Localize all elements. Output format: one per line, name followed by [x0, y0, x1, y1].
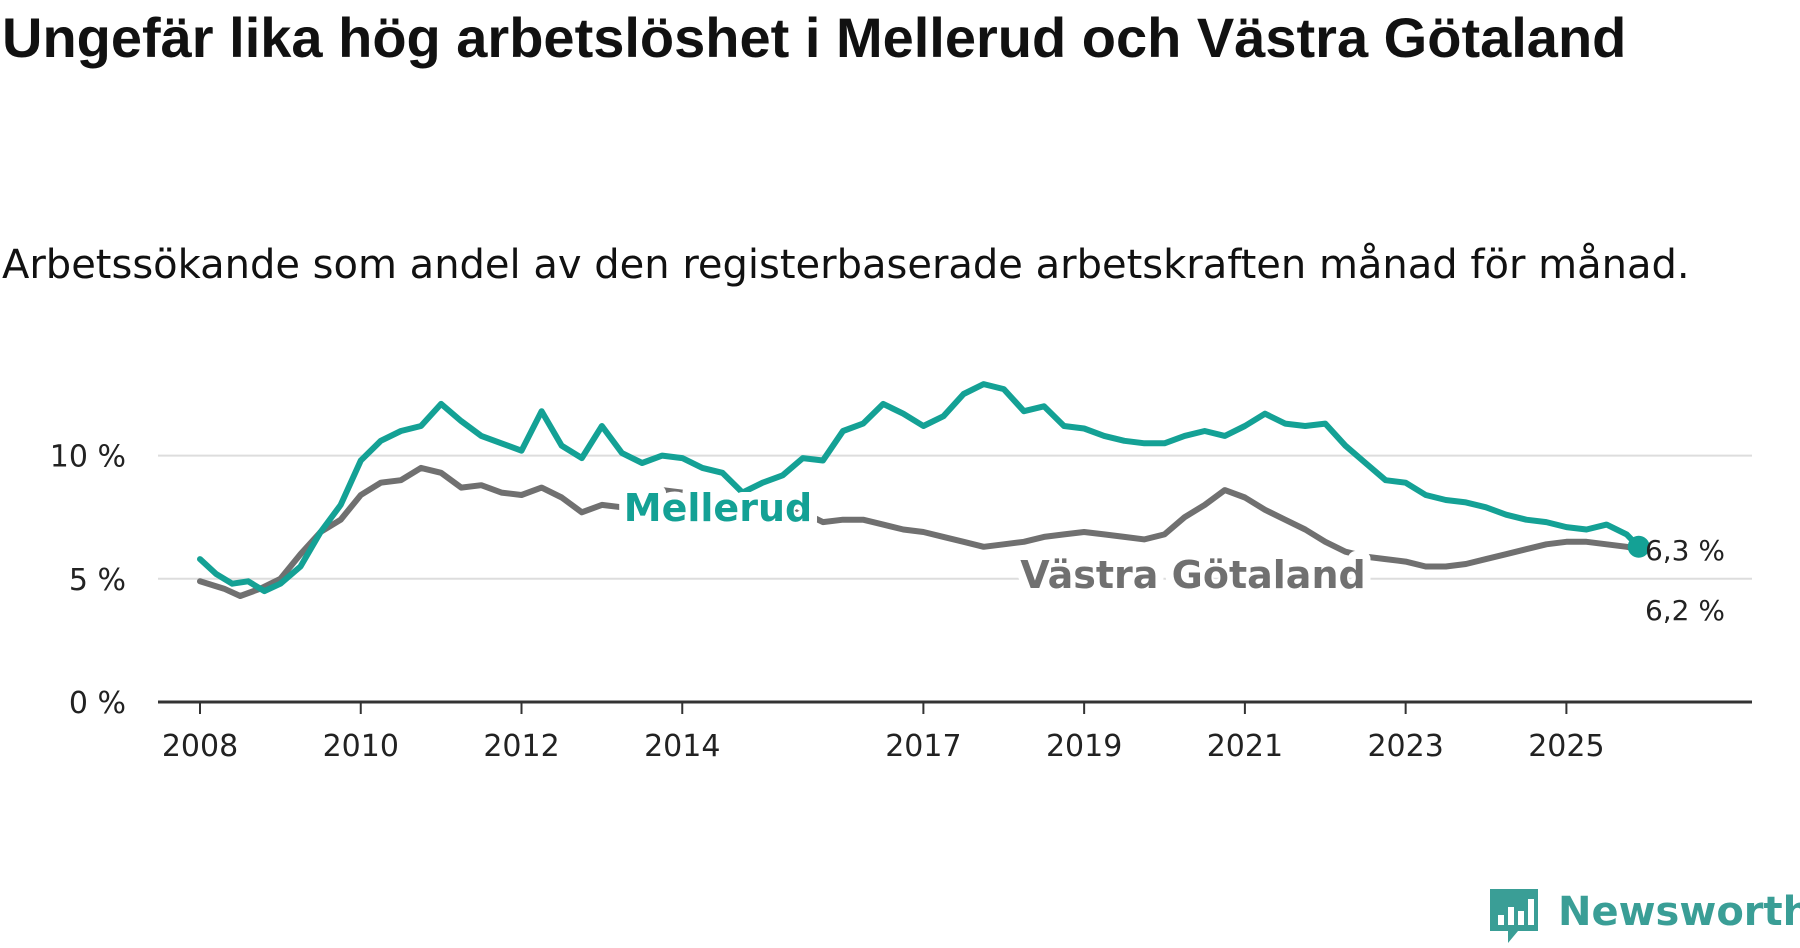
y-tick-label: 0 % [69, 686, 126, 721]
x-tick-label: 2012 [483, 729, 559, 764]
series-label-halo: Västra Götaland [1020, 553, 1365, 597]
y-tick-label: 10 % [50, 440, 126, 475]
series-line-mellerud [197, 381, 1642, 595]
series-label-halo: Mellerud [624, 486, 812, 530]
chart-title: Ungefär lika hög arbetslöshet i Mellerud… [2, 6, 1627, 69]
mellerud-end-value: 6,3 % [1645, 534, 1725, 567]
newsworthy-bars-icon [1490, 889, 1538, 943]
series-label-mellerud: Mellerud [624, 486, 812, 530]
x-tick-label: 2025 [1528, 729, 1604, 764]
brand-name: Newsworthy [1558, 889, 1800, 935]
y-tick-label: 5 % [69, 563, 126, 598]
x-tick-label: 2010 [323, 729, 399, 764]
axes: 0 % 5 % 10 % 2008 2010 2012 2014 2017 2019 2021 20… [50, 440, 1752, 764]
grid-lines [158, 454, 1752, 580]
vastra-gotaland-end-value: 6,2 % [1645, 594, 1725, 627]
x-tick-label: 2023 [1367, 729, 1443, 764]
x-tick-label: 2014 [644, 729, 720, 764]
series-lines [197, 381, 1650, 599]
chart-subtitle: Arbetssökande som andel av den registerb… [2, 242, 1690, 288]
series-label-vastra-gotaland: Västra Götaland [1020, 553, 1365, 597]
series-line-västra-götaland [197, 464, 1642, 599]
x-tick-label: 2008 [162, 729, 238, 764]
newsworthy-logo[interactable]: Newsworthy [1488, 885, 1800, 947]
x-tick-label: 2021 [1207, 729, 1283, 764]
x-tick-label: 2019 [1046, 729, 1122, 764]
x-tick-label: 2017 [885, 729, 961, 764]
mellerud-end-dot [1627, 535, 1650, 558]
